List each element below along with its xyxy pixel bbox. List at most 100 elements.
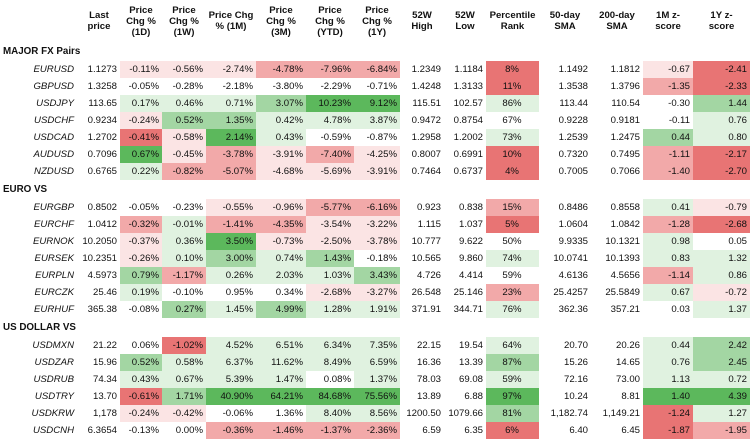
table-cell: -3.91% <box>256 146 306 163</box>
table-cell: -1.24 <box>643 405 693 422</box>
pair-name: USDCAD <box>33 132 74 143</box>
table-cell: 8.56% <box>354 405 400 422</box>
table-cell: 11.62% <box>256 354 306 371</box>
table-cell: -5.07% <box>206 163 256 180</box>
table-cell: 1.3538 <box>558 81 588 92</box>
table-cell: 1.0412 <box>87 219 117 230</box>
table-cell: 4.52% <box>206 337 256 354</box>
table-cell: 2.42 <box>693 337 750 354</box>
table-cell: 1.03% <box>306 267 354 284</box>
table-cell: 4.99% <box>256 301 306 318</box>
table-cell: 0.80 <box>693 129 750 146</box>
table-cell: -0.28% <box>172 81 203 92</box>
table-cell: -1.35 <box>643 78 693 95</box>
column-header: 52W Low <box>444 0 486 42</box>
table-cell: 0.7066 <box>610 166 640 177</box>
table-cell: 0.98 <box>643 233 693 250</box>
table-cell: 1.47% <box>256 371 306 388</box>
table-cell: 344.71 <box>453 304 483 315</box>
column-header-line: Price <box>129 4 153 16</box>
table-cell: -4.35% <box>256 216 306 233</box>
table-cell: 3.00% <box>206 250 256 267</box>
table-cell: 81% <box>486 405 539 422</box>
table-cell: 1.1492 <box>558 64 588 75</box>
column-header: 52W High <box>400 0 444 42</box>
column-header: Price Chg % (YTD) <box>306 0 354 42</box>
table-cell: 0.52% <box>162 112 206 129</box>
table-cell: 0.42% <box>256 112 306 129</box>
table-cell: -0.73% <box>256 233 306 250</box>
column-header-line: Price <box>318 4 342 16</box>
column-header-line: 52W <box>412 10 432 21</box>
table-cell: -0.72 <box>693 284 750 301</box>
table-cell: 6.59 <box>422 425 441 436</box>
table-cell: 11% <box>486 78 539 95</box>
table-cell: 1.037 <box>458 219 483 230</box>
column-header-line: 1Y z- <box>710 10 733 21</box>
table-cell: 0.7005 <box>558 166 588 177</box>
table-cell: -7.96% <box>306 61 354 78</box>
table-cell: -2.17 <box>693 146 750 163</box>
column-header-line: Chg % <box>126 15 156 27</box>
column-header-line: Chg % <box>315 15 345 27</box>
table-cell: 0.76 <box>693 112 750 129</box>
table-row: EURCHF 1.0412 -0.32% -0.01% -1.41% -4.35% -3.5… <box>0 216 750 233</box>
table-cell: -0.71% <box>366 81 397 92</box>
table-cell: -0.05% <box>128 202 159 213</box>
table-cell: 10.23% <box>306 95 354 112</box>
column-header: Last price <box>78 0 120 42</box>
table-cell: 1.2539 <box>558 132 588 143</box>
table-cell: 5% <box>486 216 539 233</box>
pair-name: USDMXN <box>32 340 74 351</box>
table-cell: 15% <box>486 199 539 216</box>
table-cell: 0.8754 <box>453 115 483 126</box>
table-cell: -7.40% <box>306 146 354 163</box>
table-cell: 87% <box>486 354 539 371</box>
table-cell: 73% <box>486 129 539 146</box>
table-cell: -3.78% <box>206 146 256 163</box>
table-cell: 3.50% <box>206 233 256 250</box>
table-cell: 1.115 <box>417 219 441 230</box>
table-row: USDTRY 13.70 -0.61% 1.71% 40.90% 64.21% 84.68%… <box>0 388 750 405</box>
table-cell: 15.26 <box>563 357 588 368</box>
table-cell: 1200.50 <box>406 408 441 419</box>
table-cell: 371.91 <box>411 304 441 315</box>
column-header-line: (1W) <box>173 26 195 38</box>
table-cell: -0.59% <box>320 132 351 143</box>
table-cell: 73.00 <box>615 374 640 385</box>
table-cell: 0.7320 <box>558 149 588 160</box>
table-cell: -1.02% <box>162 337 206 354</box>
table-cell: 1.0604 <box>558 219 588 230</box>
table-cell: 1.44 <box>693 95 750 112</box>
table-cell: 0.6765 <box>87 166 117 177</box>
table-cell: -0.79 <box>693 199 750 216</box>
table-cell: -0.96% <box>256 199 306 216</box>
table-cell: -1.37% <box>306 422 354 439</box>
table-cell: 59% <box>502 270 522 281</box>
column-header-line: price <box>87 21 111 32</box>
table-cell: 10.2050 <box>82 236 117 247</box>
table-cell: 0.52% <box>120 354 162 371</box>
table-cell: 6.3654 <box>87 425 117 436</box>
table-cell: 10.565 <box>411 253 441 264</box>
pair-name: USDCHF <box>34 115 74 126</box>
table-cell: 9.860 <box>458 253 483 264</box>
table-cell: 102.57 <box>453 98 483 109</box>
table-cell: 0.58% <box>162 354 206 371</box>
table-cell: 113.44 <box>559 98 588 109</box>
table-cell: -0.11 <box>668 115 690 126</box>
table-cell: 4.5656 <box>610 270 640 281</box>
table-cell: 6.35 <box>464 425 483 436</box>
table-cell: 1.45% <box>206 301 256 318</box>
table-cell: -2.68% <box>306 284 354 301</box>
table-cell: 14.65 <box>615 357 640 368</box>
table-cell: 0.43% <box>256 129 306 146</box>
table-cell: 1.37% <box>354 371 400 388</box>
table-cell: -5.77% <box>306 199 354 216</box>
table-cell: -0.26% <box>120 250 162 267</box>
table-cell: 0.72 <box>693 371 750 388</box>
table-cell: 0.79% <box>120 267 162 284</box>
table-cell: 4.726 <box>416 270 441 281</box>
table-cell: 6% <box>486 422 539 439</box>
table-cell: 1.3796 <box>610 81 640 92</box>
